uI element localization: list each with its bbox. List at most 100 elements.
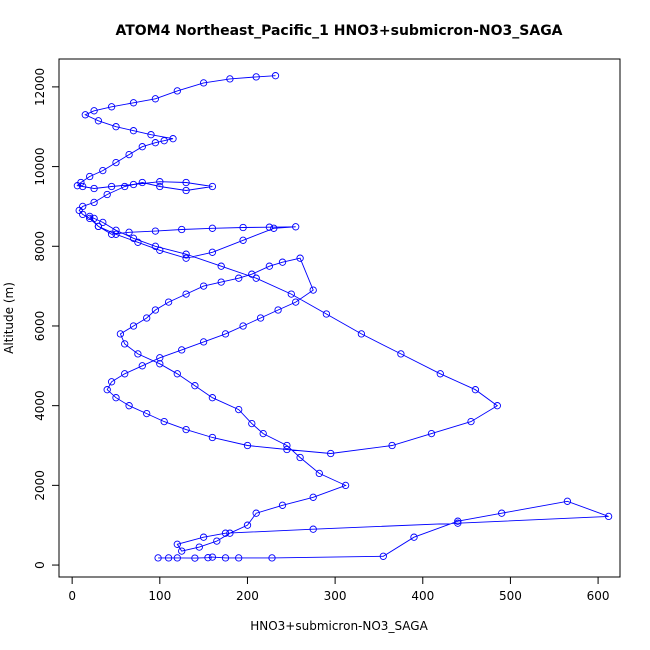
- data-point: [410, 533, 418, 541]
- data-point: [271, 72, 280, 80]
- data-point: [309, 525, 317, 533]
- data-point: [134, 238, 142, 246]
- y-tick-label-2: 4000: [33, 390, 47, 421]
- data-point: [116, 330, 125, 338]
- data-point: [129, 322, 138, 330]
- data-point: [90, 214, 98, 223]
- data-point: [252, 274, 260, 282]
- data-point: [143, 409, 151, 418]
- data-point: [164, 554, 173, 562]
- data-point: [292, 298, 300, 306]
- data-point: [178, 346, 186, 354]
- data-point: [151, 139, 160, 147]
- data-point: [498, 509, 506, 517]
- data-point: [160, 417, 168, 426]
- data-point: [309, 493, 317, 501]
- data-point: [151, 242, 160, 250]
- data-point: [86, 172, 94, 181]
- data-point: [107, 378, 116, 386]
- x-tick-label-4: 400: [411, 589, 434, 603]
- data-point: [154, 554, 162, 562]
- data-point: [397, 350, 405, 358]
- data-point: [77, 178, 85, 187]
- data-series: [73, 72, 613, 562]
- data-point: [169, 135, 177, 143]
- x-axis-label: HNO3+submicron-NO3_SAGA: [250, 619, 428, 633]
- data-point: [79, 202, 87, 211]
- data-point: [454, 519, 462, 527]
- data-point: [173, 554, 181, 562]
- data-point: [173, 370, 181, 378]
- data-point: [81, 111, 89, 119]
- data-point: [107, 230, 116, 238]
- data-point: [259, 429, 267, 438]
- data-point: [182, 186, 190, 195]
- y-tick-label-3: 6000: [33, 311, 47, 342]
- data-point: [248, 270, 256, 278]
- data-point: [182, 250, 190, 258]
- data-point: [182, 178, 190, 187]
- data-point: [322, 310, 331, 318]
- data-point: [129, 234, 138, 242]
- data-point: [178, 547, 186, 555]
- x-tick-label-2: 200: [236, 589, 259, 603]
- data-point: [436, 370, 444, 378]
- data-point: [90, 184, 98, 193]
- data-point: [235, 554, 243, 562]
- data-point: [129, 99, 138, 107]
- data-point: [103, 386, 111, 394]
- data-point: [235, 274, 243, 282]
- data-point: [217, 262, 225, 270]
- x-tick-label-6: 600: [587, 589, 610, 603]
- data-point: [182, 290, 190, 298]
- data-point: [256, 314, 265, 322]
- data-point: [164, 298, 173, 306]
- data-point: [252, 73, 260, 81]
- data-point: [112, 394, 120, 402]
- data-point: [191, 554, 199, 562]
- data-point: [296, 453, 304, 462]
- data-point: [604, 512, 613, 521]
- data-point: [208, 553, 217, 561]
- data-point: [283, 441, 291, 450]
- data-point: [112, 226, 120, 234]
- data-point: [265, 262, 274, 270]
- data-point: [208, 433, 217, 442]
- data-point: [454, 517, 462, 525]
- data-point: [112, 158, 120, 167]
- data-point: [99, 166, 107, 175]
- data-point: [125, 228, 133, 236]
- data-point: [199, 338, 208, 346]
- data-point: [112, 123, 120, 131]
- data-point: [217, 278, 225, 286]
- data-point: [341, 481, 350, 490]
- data-point: [99, 218, 107, 227]
- data-point: [199, 79, 208, 87]
- data-point: [278, 258, 287, 266]
- data-point: [103, 190, 111, 199]
- data-point: [129, 127, 138, 135]
- x-axis: 0 100 200 300 400 500 600: [68, 576, 610, 603]
- data-point: [226, 529, 234, 537]
- data-point: [388, 441, 396, 450]
- data-point: [283, 445, 291, 454]
- data-point: [79, 182, 87, 191]
- data-point: [156, 246, 164, 254]
- data-point: [221, 529, 230, 537]
- y-tick-label-4: 8000: [33, 231, 47, 262]
- data-point: [125, 150, 133, 159]
- data-point: [208, 224, 217, 232]
- data-point: [379, 552, 387, 560]
- data-point: [309, 286, 317, 294]
- data-point: [160, 137, 168, 145]
- data-point: [563, 497, 572, 505]
- data-point: [86, 214, 94, 223]
- data-point: [178, 225, 186, 234]
- data-point: [156, 354, 164, 362]
- data-point: [112, 230, 120, 238]
- data-point: [239, 236, 247, 244]
- data-point: [252, 509, 260, 517]
- data-point: [107, 103, 116, 111]
- data-point: [221, 554, 230, 562]
